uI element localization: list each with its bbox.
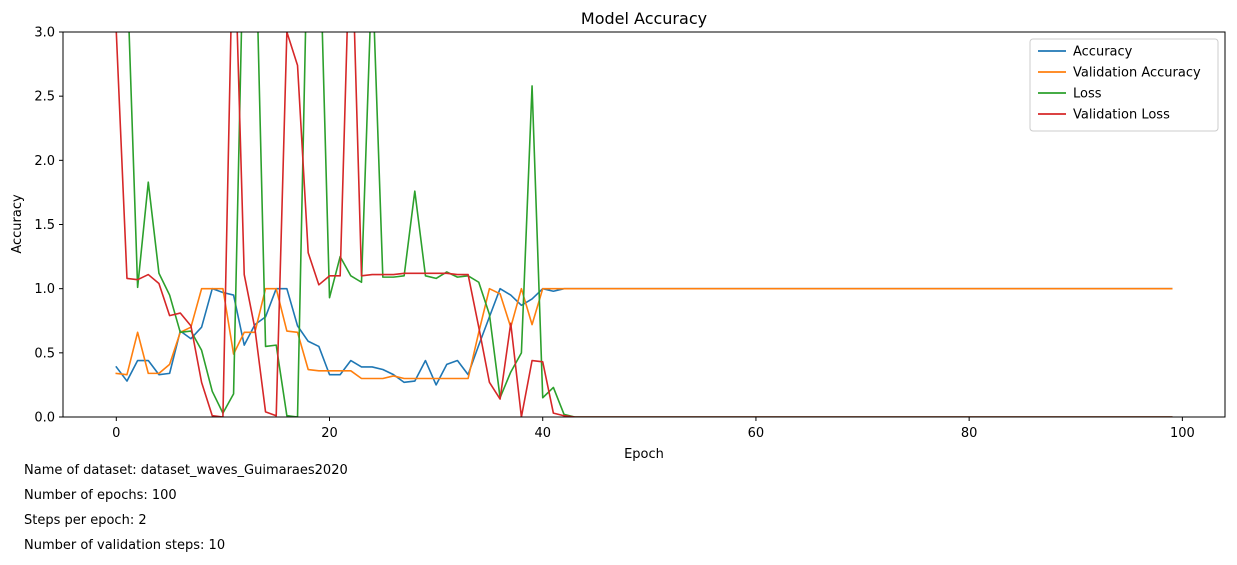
y-tick-label: 2.5 — [34, 90, 55, 105]
series-line-validation-accuracy — [115, 287, 1173, 380]
series-line-accuracy — [115, 287, 1173, 386]
x-tick-label: 60 — [748, 426, 765, 441]
legend: Accuracy Validation Accuracy Loss Validatio… — [1029, 38, 1219, 132]
y-tick-label: 3.0 — [34, 26, 55, 41]
x-axis-label: Epoch — [624, 447, 664, 462]
x-axis: 0 20 40 60 80 100 — [112, 417, 1195, 441]
y-tick-label: 1.5 — [34, 218, 55, 233]
info-epochs-line: Number of epochs: 100 — [24, 488, 177, 503]
series-line-loss — [128, 32, 1173, 417]
series-layer — [115, 32, 1173, 417]
info-dataset-line: Name of dataset: dataset_waves_Guimaraes… — [24, 463, 348, 478]
info-validation-steps-line: Number of validation steps: 10 — [24, 538, 225, 553]
y-tick-label: 1.0 — [34, 282, 55, 297]
legend-label: Validation Accuracy — [1073, 66, 1201, 81]
dataset-text: Name of dataset: dataset_waves_Guimaraes… — [24, 463, 348, 478]
legend-label: Accuracy — [1073, 45, 1133, 60]
chart-title: Model Accuracy — [581, 9, 707, 28]
y-axis: 0.0 0.5 1.0 1.5 2.0 2.5 3.0 — [34, 26, 63, 426]
validation-steps-text: Number of validation steps: 10 — [24, 538, 226, 553]
y-tick-label: 0.0 — [34, 411, 55, 426]
y-tick-label: 2.0 — [34, 154, 55, 169]
y-tick-label: 0.5 — [34, 346, 55, 361]
accuracy-chart: Model Accuracy 0 20 40 60 80 100 0.0 0.5 1.0 1.5… — [10, 9, 1226, 462]
series-line-validation-loss — [115, 32, 1173, 417]
legend-label: Validation Loss — [1073, 108, 1170, 123]
steps-text: Steps per epoch: 2 — [24, 513, 147, 528]
legend-frame — [1029, 38, 1219, 132]
y-axis-label: Accuracy — [10, 194, 25, 254]
x-tick-label: 0 — [112, 426, 120, 441]
x-tick-label: 100 — [1170, 426, 1195, 441]
x-tick-label: 80 — [961, 426, 978, 441]
epochs-text: Number of epochs: 100 — [24, 488, 177, 503]
legend-label: Loss — [1073, 87, 1102, 102]
x-tick-label: 20 — [321, 426, 338, 441]
info-steps-line: Steps per epoch: 2 — [24, 513, 147, 528]
x-tick-label: 40 — [534, 426, 551, 441]
